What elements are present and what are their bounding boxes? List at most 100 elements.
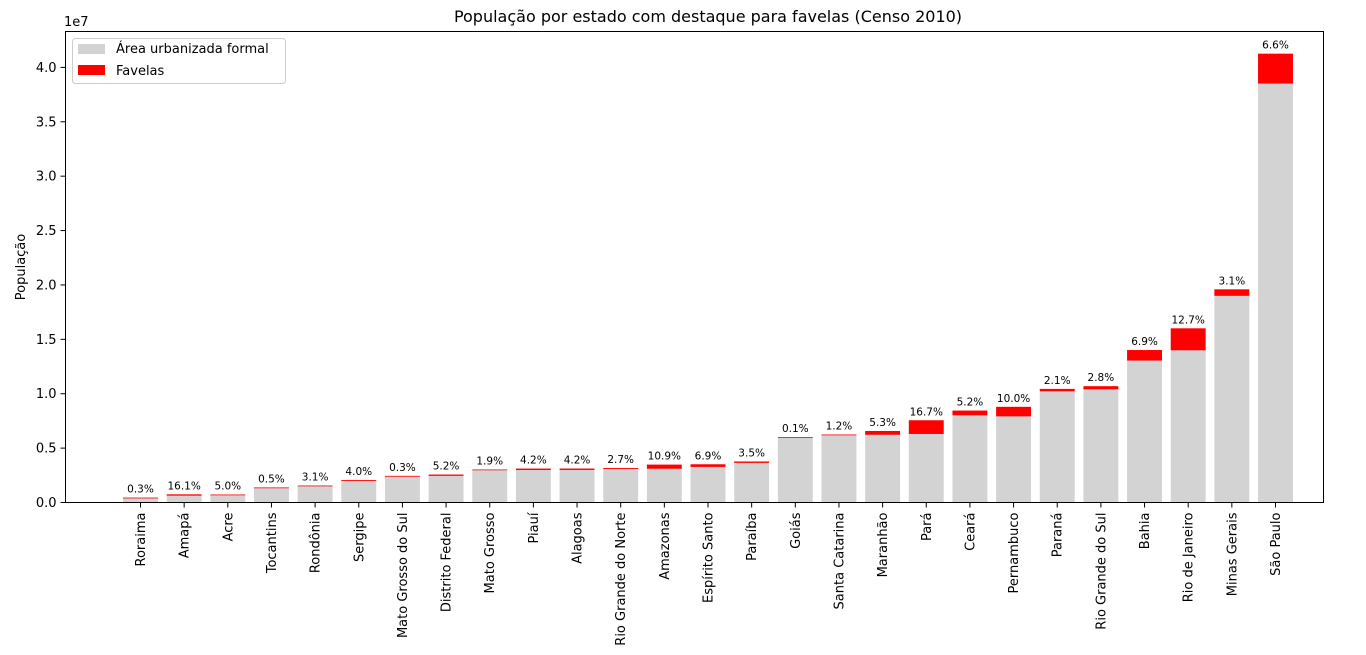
bar-favelas <box>777 437 813 438</box>
bar-formal <box>1127 360 1162 503</box>
x-tick-label: Paraíba <box>745 513 760 561</box>
bar-favelas <box>821 434 857 436</box>
bar-favelas <box>1258 53 1293 84</box>
y-tick-label: 3.0 <box>36 170 57 185</box>
legend-label-formal: Área urbanizada formal <box>116 41 269 57</box>
percent-label: 0.3% <box>127 484 154 496</box>
x-tick-label: Amapá <box>178 513 193 559</box>
bar-formal <box>1039 391 1075 503</box>
bar-formal <box>734 462 770 503</box>
bars-layer <box>123 53 1293 503</box>
bar-favelas <box>603 468 639 469</box>
percent-label: 12.7% <box>1172 314 1205 326</box>
x-tick-label: Minas Gerais <box>1225 512 1240 596</box>
bar-favelas <box>428 474 464 476</box>
percent-label: 5.2% <box>433 461 460 473</box>
bar-favelas <box>297 485 333 487</box>
bar-favelas <box>1127 350 1162 361</box>
bar-favelas <box>254 487 289 489</box>
bar-formal <box>1214 295 1250 503</box>
bar-favelas <box>1039 388 1075 392</box>
y-axis-label: População <box>14 234 29 301</box>
percent-label: 5.3% <box>869 417 896 429</box>
x-tick-label: Santa Catarina <box>832 513 847 610</box>
x-tick-label: Paraná <box>1051 513 1066 558</box>
bar-favelas <box>515 468 551 471</box>
x-tick-label: Rio Grande do Norte <box>614 513 629 646</box>
legend: Área urbanizada formal Favelas <box>72 38 286 84</box>
x-tick-label: Acre <box>221 513 236 542</box>
percent-label: 4.0% <box>345 466 372 478</box>
percent-label: 6.9% <box>695 450 722 462</box>
bar-formal <box>123 497 158 503</box>
bar-formal <box>297 486 333 503</box>
x-tick-label: Alagoas <box>571 512 586 564</box>
bar-favelas <box>1170 328 1206 351</box>
bar-formal <box>341 480 377 503</box>
x-tick-label: São Paulo <box>1269 512 1284 575</box>
x-axis: Roraima Amapá Acre Tocantins Rondônia Sergipe… <box>134 502 1284 646</box>
percent-label: 3.1% <box>302 472 329 484</box>
bar-favelas <box>1214 289 1250 296</box>
y-tick-label: 2.0 <box>36 278 57 293</box>
percent-label: 6.9% <box>1131 336 1158 348</box>
x-tick-label: Maranhão <box>876 512 891 577</box>
percent-label: 1.2% <box>826 421 853 433</box>
bar-favelas <box>341 480 377 481</box>
bar-formal <box>1170 350 1206 503</box>
bar-favelas <box>646 464 682 469</box>
bar-favelas <box>166 494 202 496</box>
bar-formal <box>690 466 726 503</box>
percent-label: 16.7% <box>910 406 943 418</box>
y-tick-label: 0.5 <box>36 442 57 457</box>
y-tick-label: 3.5 <box>36 115 57 130</box>
bar-formal <box>384 475 420 503</box>
bar-favelas <box>908 420 944 434</box>
bar-favelas <box>123 497 158 499</box>
percent-label: 0.5% <box>258 473 285 485</box>
bar-formal <box>821 435 857 503</box>
x-tick-label: Ceará <box>963 513 978 551</box>
bar-favelas <box>559 468 595 470</box>
percent-labels-layer: 0.3% 16.1% 5.0% 0.5% 3.1% 4.0% 0.3% 5.2% 1.9% 4.2… <box>127 40 1289 496</box>
bar-formal <box>1083 389 1119 503</box>
percent-label: 0.3% <box>389 462 416 474</box>
bar-favelas <box>690 464 726 467</box>
percent-label: 3.1% <box>1219 275 1246 287</box>
percent-label: 5.0% <box>214 481 241 493</box>
x-tick-label: Amazonas <box>658 512 673 580</box>
bar-formal <box>603 468 639 503</box>
percent-label: 6.6% <box>1262 40 1289 52</box>
percent-label: 0.1% <box>782 423 809 435</box>
bar-formal <box>996 416 1032 503</box>
x-tick-label: Pará <box>920 513 935 542</box>
percent-label: 2.8% <box>1088 372 1115 384</box>
bar-formal <box>777 437 813 503</box>
y-axis: 0.0 0.5 1.0 1.5 2.0 2.5 3.0 3.5 4.0 <box>36 61 66 511</box>
bar-formal <box>1258 83 1293 503</box>
chart-title: População por estado com destaque para f… <box>454 7 962 26</box>
percent-label: 3.5% <box>738 447 765 459</box>
legend-box <box>72 38 286 84</box>
x-tick-label: Piauí <box>527 512 542 543</box>
x-tick-label: Mato Grosso <box>483 512 498 593</box>
x-tick-label: Bahia <box>1138 513 1153 550</box>
bar-favelas <box>865 430 901 435</box>
legend-swatch-formal <box>78 44 105 54</box>
bar-formal <box>166 495 202 503</box>
bar-favelas <box>210 494 246 496</box>
bar-favelas <box>472 469 508 471</box>
bar-formal <box>472 470 508 503</box>
y-tick-label: 0.0 <box>36 496 57 511</box>
percent-label: 1.9% <box>476 455 503 467</box>
x-tick-label: Rondônia <box>309 513 324 574</box>
bar-favelas <box>996 406 1032 417</box>
x-tick-label: Distrito Federal <box>440 513 455 613</box>
x-tick-label: Roraima <box>134 513 149 567</box>
plot-frame <box>65 31 1324 503</box>
legend-label-favelas: Favelas <box>116 64 165 79</box>
legend-swatch-favelas <box>78 65 105 75</box>
bar-formal <box>559 469 595 503</box>
percent-label: 10.0% <box>997 393 1030 405</box>
